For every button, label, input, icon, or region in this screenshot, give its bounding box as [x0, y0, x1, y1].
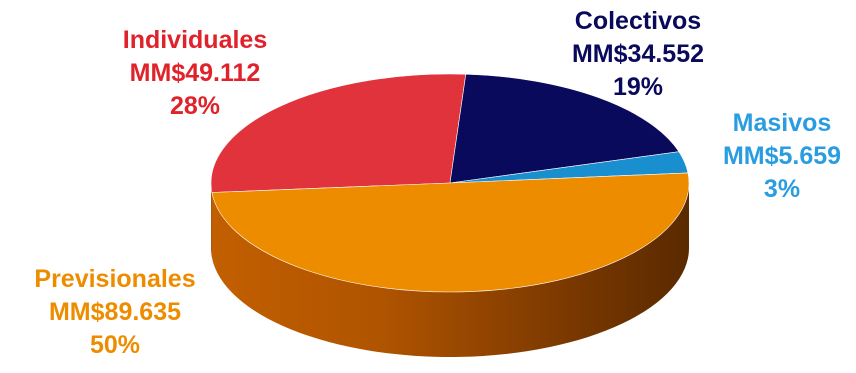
slice-name-label: Previsionales — [34, 265, 196, 293]
slice-name-label: Colectivos — [574, 7, 702, 35]
slice-percent-label: 28% — [169, 92, 221, 120]
slice-amount-label: MM$89.635 — [48, 298, 182, 326]
slice-percent-label: 50% — [89, 331, 141, 359]
pie-slice-colectivos — [449, 73, 680, 184]
slice-percent-label: 3% — [763, 175, 801, 203]
pie-side-wall — [211, 183, 689, 357]
pie-slice-previsionales — [211, 172, 690, 293]
slice-label-previsionales: Previsionales MM$89.635 50% — [0, 263, 230, 362]
slice-amount-label: MM$49.112 — [129, 59, 261, 87]
slice-label-colectivos: Colectivos MM$34.552 19% — [548, 5, 728, 104]
slice-label-individuales: Individuales MM$49.112 28% — [95, 24, 295, 123]
pie-slice-individuales — [210, 73, 467, 193]
slice-amount-label: MM$34.552 — [571, 40, 705, 68]
slice-name-label: Individuales — [122, 26, 268, 54]
slice-amount-label: MM$5.659 — [722, 142, 842, 170]
slice-name-label: Masivos — [732, 109, 832, 137]
slice-percent-label: 19% — [612, 73, 664, 101]
pie-side-wall — [211, 183, 212, 258]
slice-label-masivos: Masivos MM$5.659 3% — [692, 107, 856, 206]
